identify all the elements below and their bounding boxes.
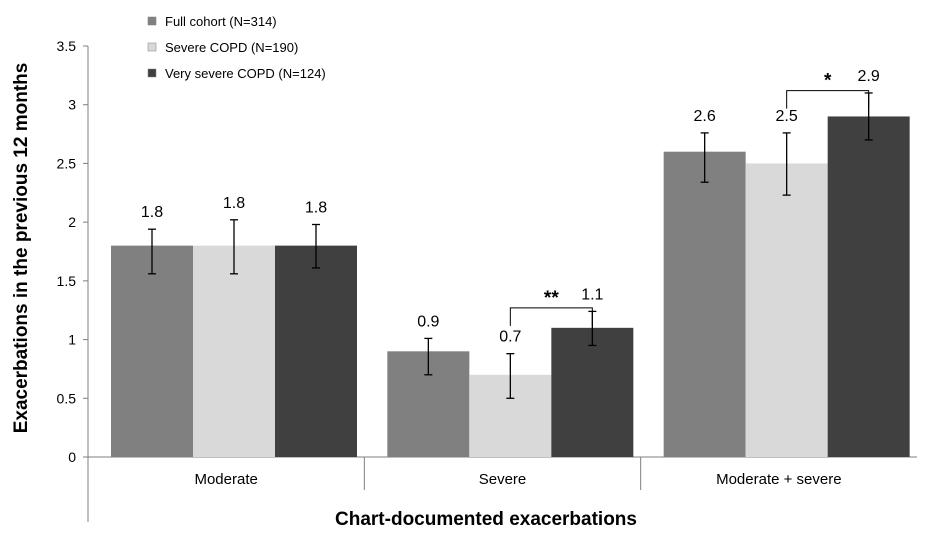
bar [745,163,828,457]
data-label: 0.9 [417,313,439,330]
y-tick-label: 0 [68,449,76,465]
data-label: 2.9 [858,68,880,85]
data-label: 1.8 [305,199,327,216]
data-label: 2.6 [694,108,716,125]
significance-marker: * [824,71,832,92]
bar [663,151,746,457]
legend-label: Very severe COPD (N=124) [165,66,326,81]
y-tick-label: 1.5 [57,273,77,289]
bar [111,245,193,457]
data-label: 1.8 [223,195,245,212]
y-tick-label: 0.5 [57,390,77,406]
x-tick-label: Moderate + severe [716,471,842,488]
bar [193,245,275,457]
x-tick-label: Moderate [194,471,257,488]
data-label: 0.7 [499,329,521,346]
significance-bracket [786,90,870,109]
y-tick-label: 1 [68,332,76,348]
bar [827,116,910,457]
legend-label: Full cohort (N=314) [165,14,277,29]
significance-bracket [509,307,593,326]
data-label: 1.1 [581,286,603,303]
x-tick-label: Severe [479,471,527,488]
x-axis-title: Chart-documented exacerbations [335,509,637,530]
bar [275,245,357,457]
legend-swatch [147,16,157,26]
y-tick-label: 2 [68,214,76,230]
significance-marker: ** [544,288,559,309]
y-axis-title: Exacerbations in the previous 12 months [11,63,32,434]
data-label: 2.5 [776,108,798,125]
legend-swatch [147,68,157,78]
data-label: 1.8 [141,204,163,221]
bar [551,327,634,457]
legend-swatch [147,42,157,52]
y-tick-label: 3 [68,97,76,113]
legend-label: Severe COPD (N=190) [165,40,298,55]
y-tick-label: 3.5 [57,38,77,54]
y-tick-label: 2.5 [57,155,77,171]
